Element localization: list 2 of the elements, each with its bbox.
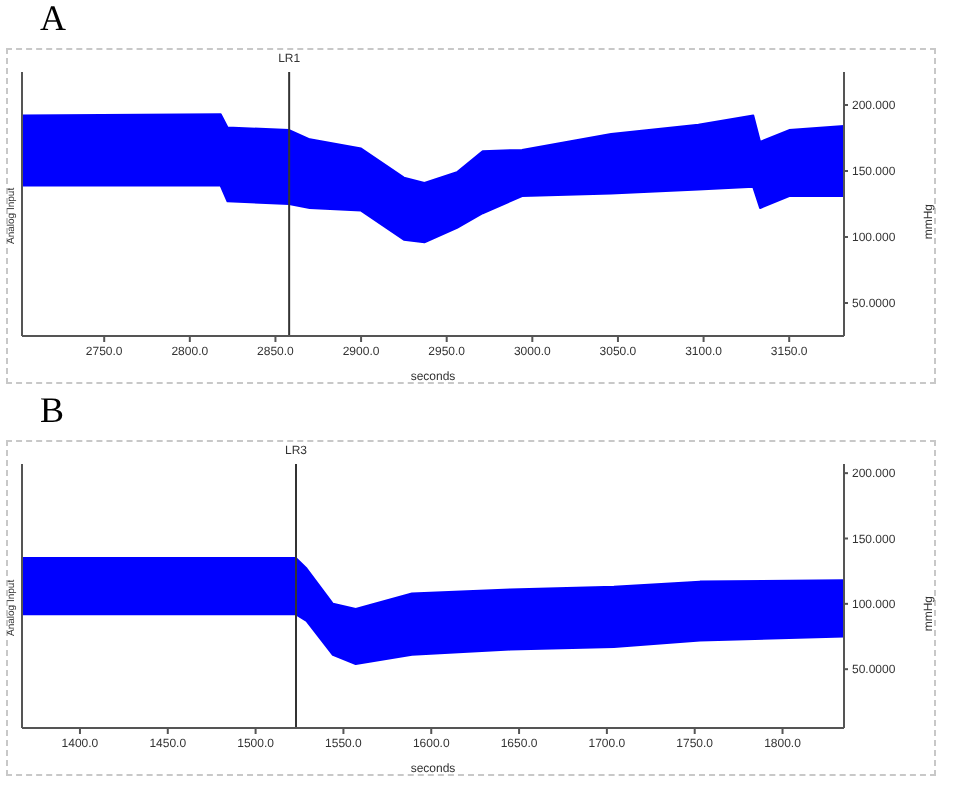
chart-title: A	[38, 0, 68, 38]
chart-title: B	[38, 390, 67, 430]
